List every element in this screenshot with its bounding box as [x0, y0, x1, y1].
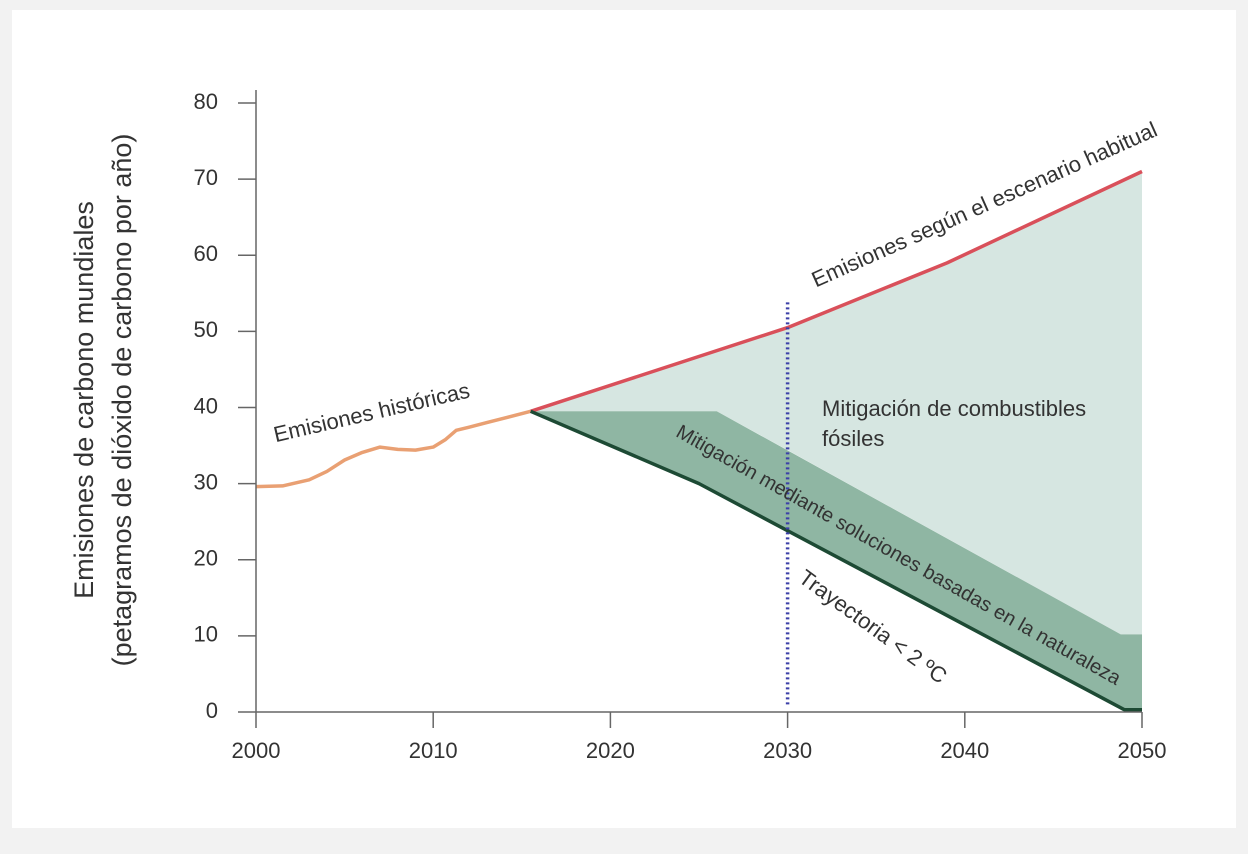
x-tick-label: 2020: [586, 738, 635, 763]
fossil-label-box: Mitigación de combustibles fósiles: [822, 396, 1087, 451]
y-tick-label: 70: [194, 165, 218, 190]
x-tick-label: 2050: [1118, 738, 1167, 763]
x-tick-label: 2040: [940, 738, 989, 763]
y-tick-label: 60: [194, 241, 218, 266]
y-tick-label: 0: [206, 698, 218, 723]
y-tick-label: 80: [194, 89, 218, 114]
area: [530, 171, 1142, 635]
line: [530, 169, 1143, 413]
y-tick-label: 30: [194, 469, 218, 494]
y-tick-label: 10: [194, 622, 218, 647]
area: [530, 411, 1142, 710]
y-tick-label: 20: [194, 546, 218, 571]
x-tick-label: 2030: [763, 738, 812, 763]
line: [529, 409, 1142, 712]
y-axis-label: (petagramos de dióxido de carbono por añ…: [107, 134, 137, 667]
line: [255, 409, 532, 489]
fossil-label: Mitigación de combustibles fósiles: [822, 396, 1087, 451]
y-tick-label: 40: [194, 393, 218, 418]
y-axis-label: Emisiones de carbono mundiales: [69, 201, 99, 599]
x-tick-label: 2000: [232, 738, 281, 763]
y-tick-label: 50: [194, 317, 218, 342]
x-tick-label: 2010: [409, 738, 458, 763]
